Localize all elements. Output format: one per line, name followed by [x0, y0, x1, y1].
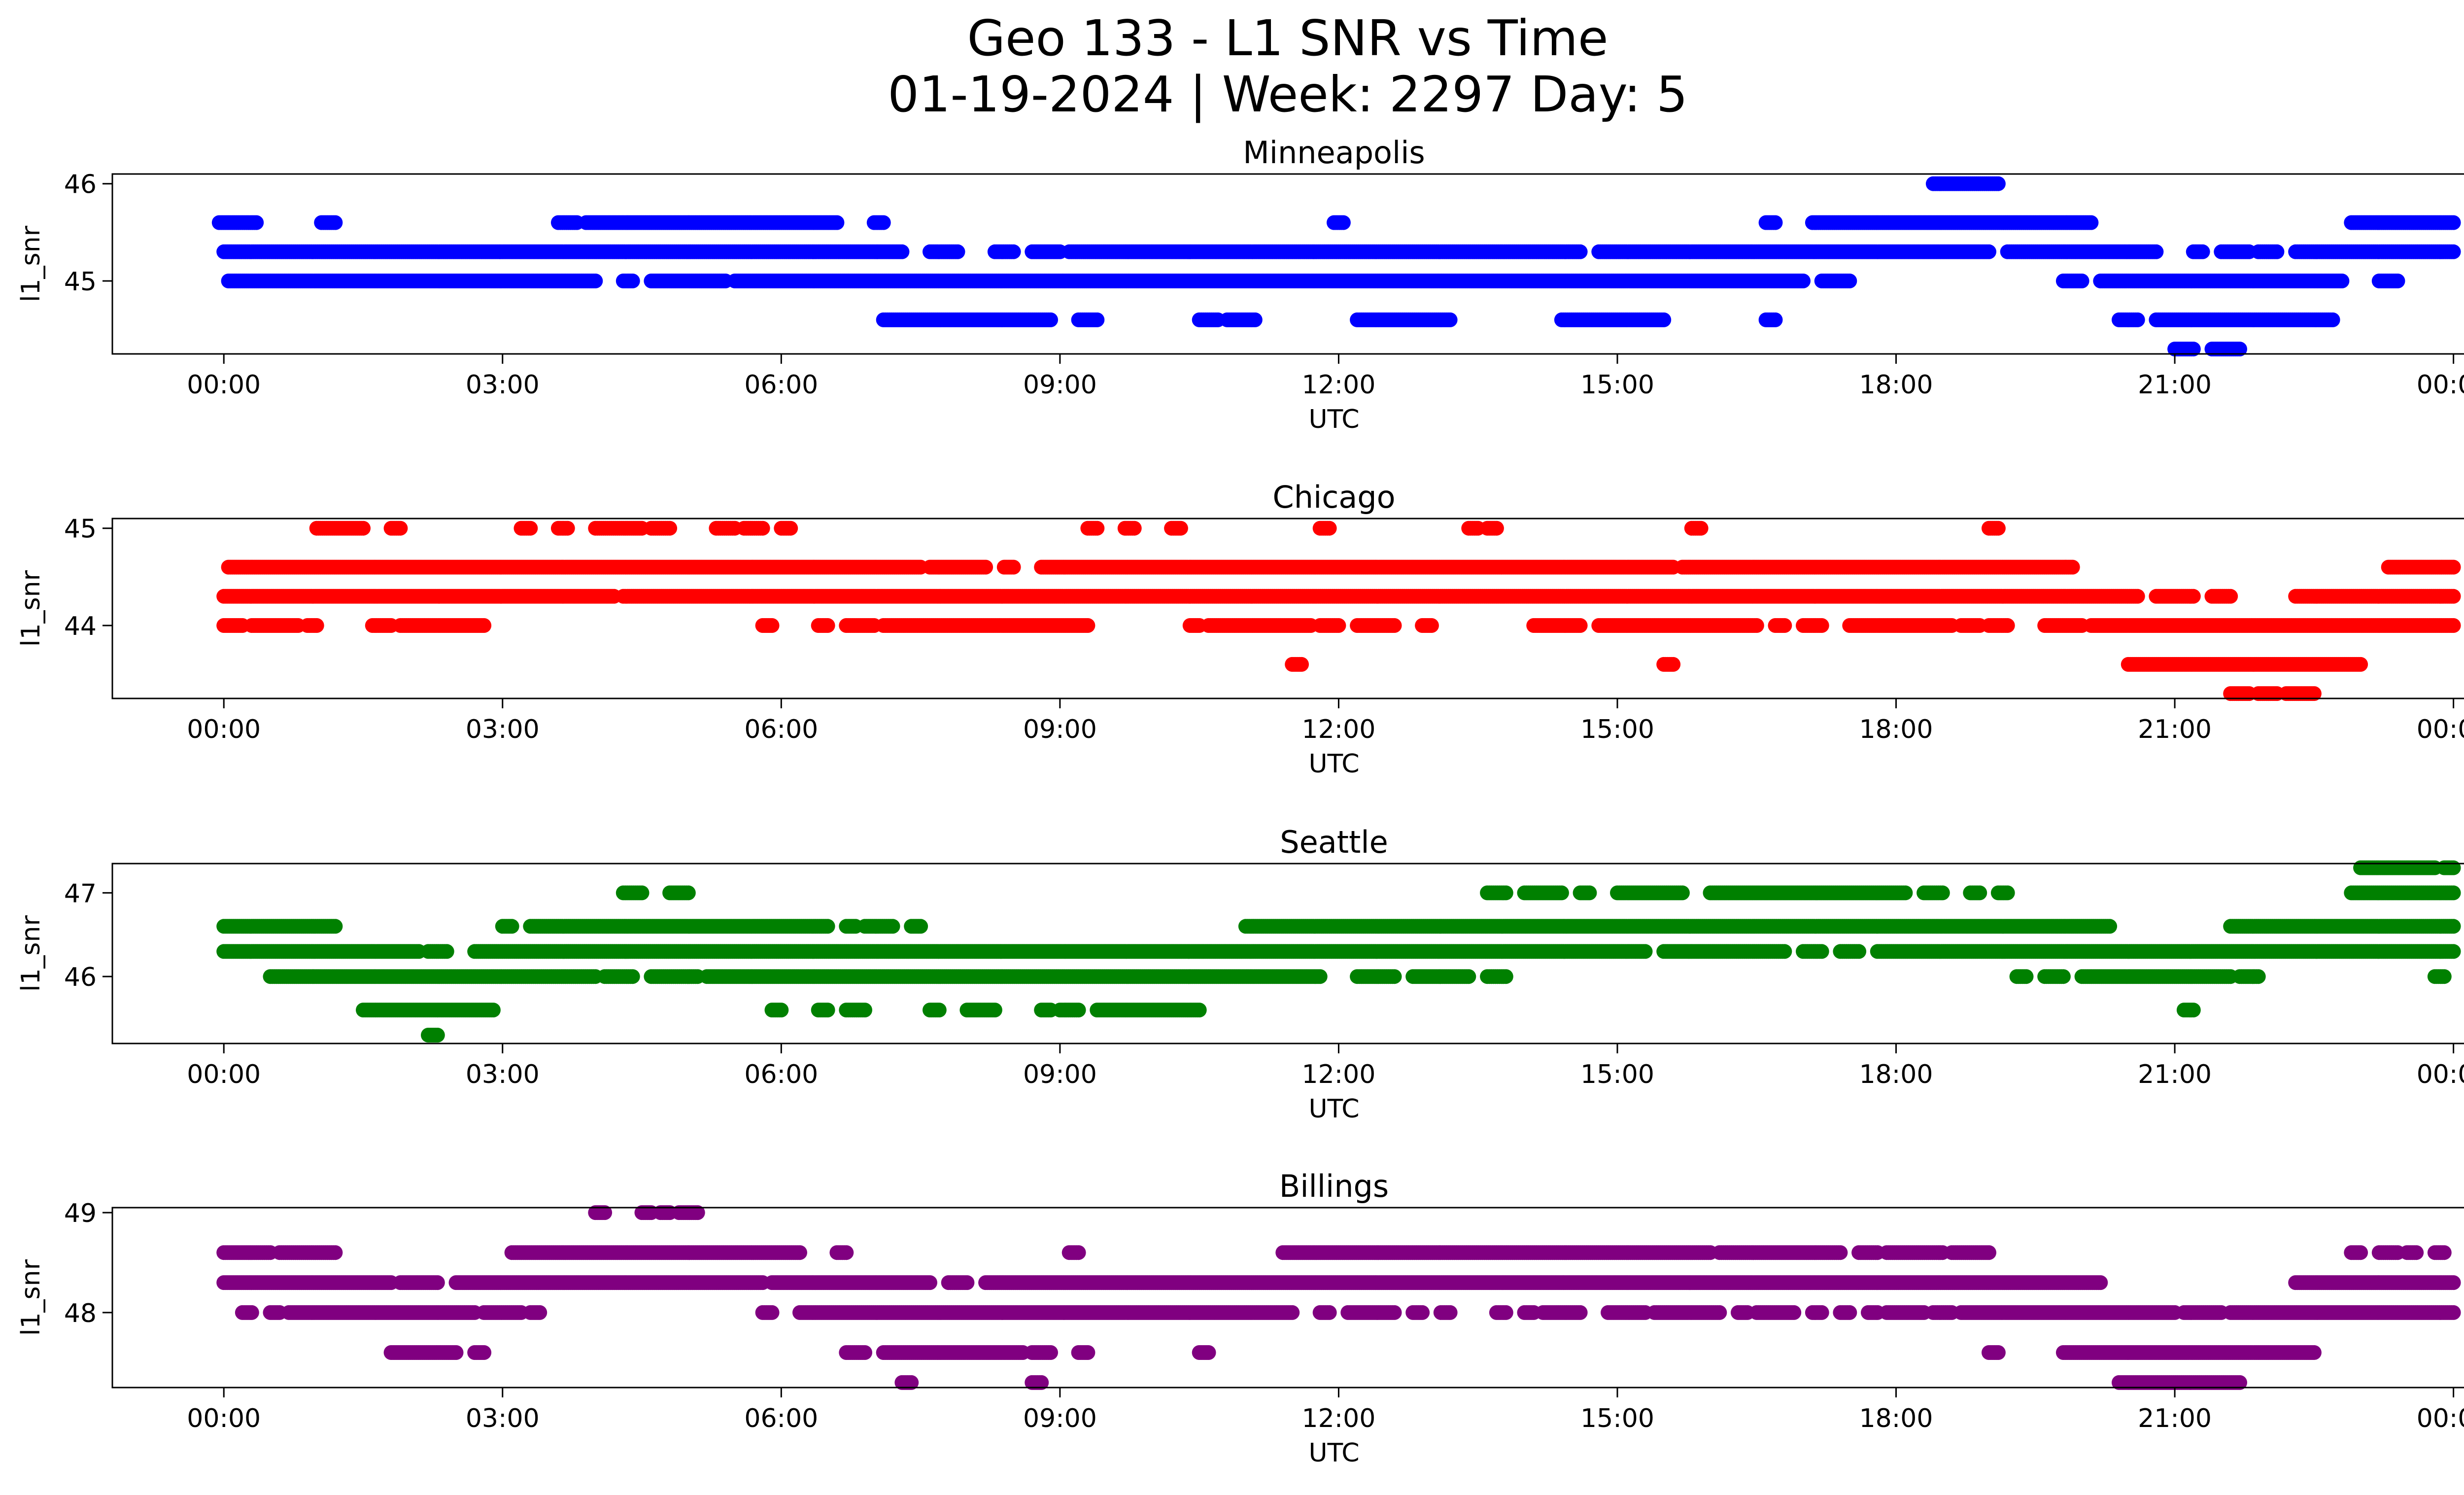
data-point — [2149, 244, 2164, 259]
data-point — [1335, 215, 1351, 230]
minneapolis-xtick-label: 00:00 — [187, 370, 261, 400]
data-point — [2446, 215, 2461, 230]
data-point — [1387, 618, 1402, 633]
data-point — [2390, 274, 2405, 288]
chart-title: Geo 133 - L1 SNR vs Time — [967, 9, 1608, 67]
minneapolis-xtick-label: 09:00 — [1023, 370, 1097, 400]
minneapolis-xtick-label: 12:00 — [1301, 370, 1375, 400]
minneapolis-xtick-label: 21:00 — [2138, 370, 2212, 400]
chicago-points — [216, 521, 2461, 701]
data-point — [2130, 589, 2145, 604]
data-point — [829, 215, 845, 230]
minneapolis-ytick-label: 45 — [64, 267, 97, 297]
minneapolis-xlabel: UTC — [1308, 405, 1359, 434]
minneapolis-xtick-label: 15:00 — [1580, 370, 1654, 400]
minneapolis-ytick-label: 46 — [64, 170, 97, 200]
data-point — [2446, 589, 2461, 604]
data-point — [1090, 312, 1105, 327]
minneapolis-panel-title: Minneapolis — [1243, 135, 1425, 171]
data-point — [2000, 618, 2015, 633]
data-point — [2084, 215, 2099, 230]
data-point — [1768, 215, 1783, 230]
data-point — [1006, 244, 1021, 259]
data-point — [328, 215, 343, 230]
minneapolis-xtick-label: 18:00 — [1859, 370, 1933, 400]
data-point — [1749, 618, 1764, 633]
minneapolis-xtick-label: 00:00 — [2417, 370, 2464, 400]
data-point — [2074, 274, 2089, 288]
data-point — [1842, 274, 1857, 288]
data-point — [588, 274, 603, 288]
minneapolis-points — [211, 176, 2461, 357]
data-point — [1796, 274, 1811, 288]
data-point — [764, 618, 780, 633]
data-point — [1331, 618, 1346, 633]
data-point — [820, 618, 835, 633]
data-point — [876, 215, 891, 230]
data-point — [1043, 312, 1058, 327]
minneapolis-xtick-label: 03:00 — [466, 370, 540, 400]
data-point — [2446, 618, 2461, 633]
data-point — [1990, 176, 2006, 191]
data-point — [1573, 618, 1588, 633]
data-point — [2446, 244, 2461, 259]
data-point — [2334, 274, 2350, 288]
chart-subtitle: 01-19-2024 | Week: 2297 Day: 5 — [888, 66, 1688, 123]
data-point — [625, 274, 640, 288]
minneapolis-xtick-label: 06:00 — [744, 370, 818, 400]
minneapolis-axes-frame — [111, 173, 2464, 355]
data-point — [249, 215, 264, 230]
minneapolis-ylabel: l1_snr — [16, 225, 46, 302]
data-point — [1666, 657, 1681, 672]
data-point — [1294, 657, 1309, 672]
data-point — [1442, 312, 1458, 327]
data-point — [477, 618, 492, 633]
data-point — [2269, 244, 2285, 259]
data-point — [1247, 312, 1263, 327]
data-point — [1080, 618, 1095, 633]
data-point — [2353, 657, 2368, 672]
data-point — [1982, 244, 1996, 259]
data-point — [309, 618, 324, 633]
data-point — [1777, 618, 1792, 633]
data-point — [1814, 618, 1829, 633]
data-point — [1768, 312, 1783, 327]
data-point — [1656, 312, 1672, 327]
data-point — [1424, 618, 1439, 633]
data-point — [2130, 312, 2145, 327]
data-point — [1573, 244, 1588, 259]
data-point — [2186, 589, 2201, 604]
data-point — [2195, 244, 2210, 259]
data-point — [2325, 312, 2340, 327]
data-point — [894, 244, 910, 259]
data-point — [950, 244, 965, 259]
data-point — [2223, 589, 2238, 604]
